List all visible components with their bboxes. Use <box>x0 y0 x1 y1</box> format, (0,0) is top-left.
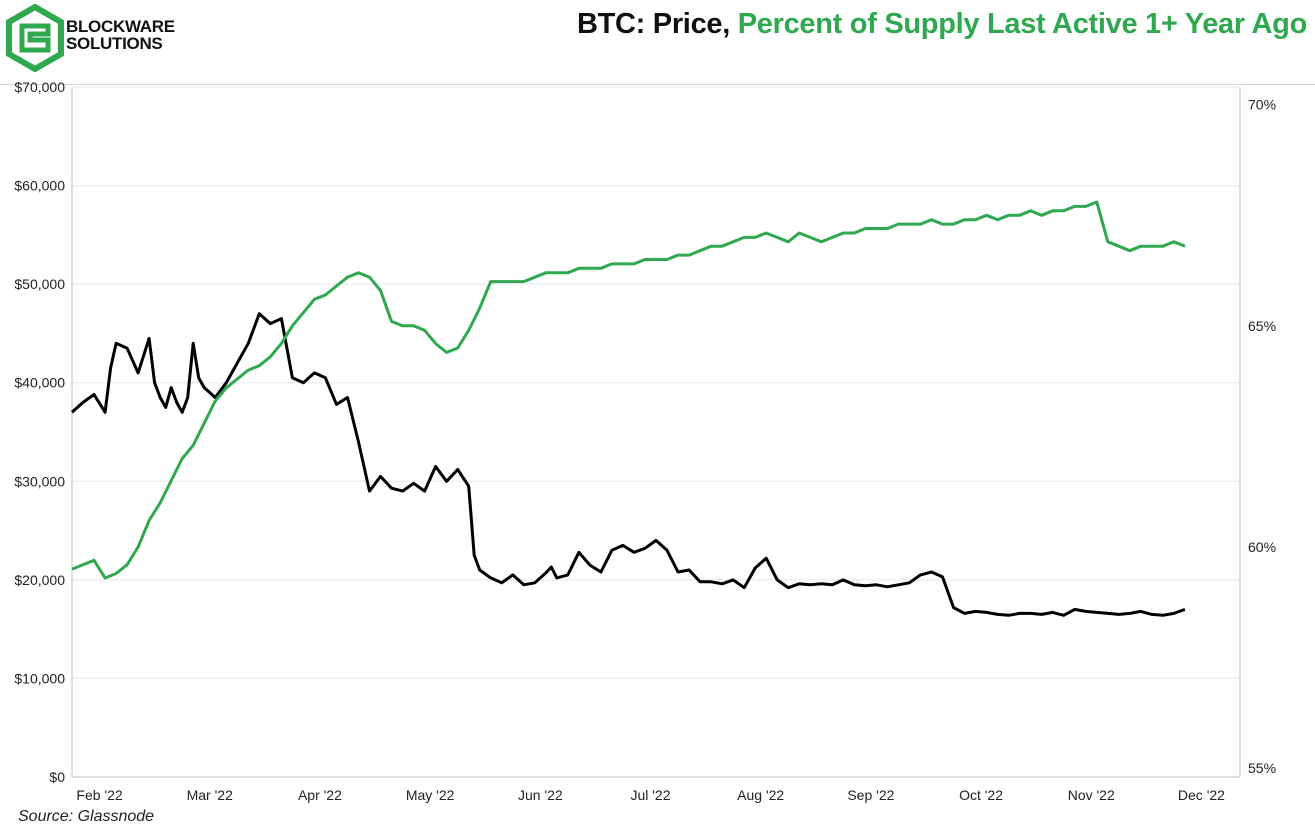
left-tick-label: $60,000 <box>14 178 65 194</box>
blockware-logo-icon <box>6 4 64 72</box>
right-tick-label: 65% <box>1248 318 1276 334</box>
x-tick-label: Jun '22 <box>518 787 563 803</box>
brand-name: BLOCKWARE SOLUTIONS <box>66 18 175 52</box>
chart-title: BTC: Price, Percent of Supply Last Activ… <box>577 8 1307 41</box>
series-layer <box>70 200 1186 617</box>
chart-title-part2: Percent of Supply Last Active 1+ Year Ag… <box>737 8 1308 40</box>
left-tick-label: $20,000 <box>14 572 65 588</box>
brand-line-2: SOLUTIONS <box>66 34 163 53</box>
x-tick-label: Nov '22 <box>1068 787 1115 803</box>
right-tick-label: 55% <box>1248 760 1276 776</box>
x-tick-label: Apr '22 <box>298 787 342 803</box>
right-tick-label: 60% <box>1248 539 1276 555</box>
x-tick-label: Oct '22 <box>959 787 1003 803</box>
left-tick-label: $70,000 <box>14 79 65 95</box>
x-tick-label: Jul '22 <box>630 787 670 803</box>
header-divider <box>0 84 1315 85</box>
left-tick-label: $10,000 <box>14 670 65 686</box>
source-note: Source: Glassnode <box>18 808 155 825</box>
x-axis-ticks: Feb '22 Mar '22 Apr '22 May '22 Jun '22 Jul '… <box>76 787 1225 803</box>
left-tick-label: $50,000 <box>14 276 65 292</box>
brand-line-1: BLOCKWARE <box>66 17 175 36</box>
x-tick-label: Dec '22 <box>1178 787 1225 803</box>
left-axis-ticks: $0 $10,000 $20,000 $30,000 $40,000 $50,000 $60… <box>14 79 65 785</box>
x-tick-label: Feb '22 <box>76 787 122 803</box>
right-axis-ticks: 55% 60% 65% 70% <box>1248 97 1276 776</box>
x-tick-label: May '22 <box>406 787 455 803</box>
btc-price-line <box>70 312 1186 617</box>
left-tick-label: $30,000 <box>14 473 65 489</box>
axes <box>71 87 1241 778</box>
chart-title-part1: BTC: Price, <box>576 8 738 40</box>
gridlines <box>72 86 1240 679</box>
x-tick-label: Mar '22 <box>187 787 233 803</box>
left-tick-label: $40,000 <box>14 375 65 391</box>
right-tick-label: 70% <box>1248 97 1276 113</box>
supply-active-line <box>71 200 1186 580</box>
left-tick-label: $0 <box>49 769 65 785</box>
x-tick-label: Aug '22 <box>737 787 784 803</box>
x-tick-label: Sep '22 <box>847 787 894 803</box>
